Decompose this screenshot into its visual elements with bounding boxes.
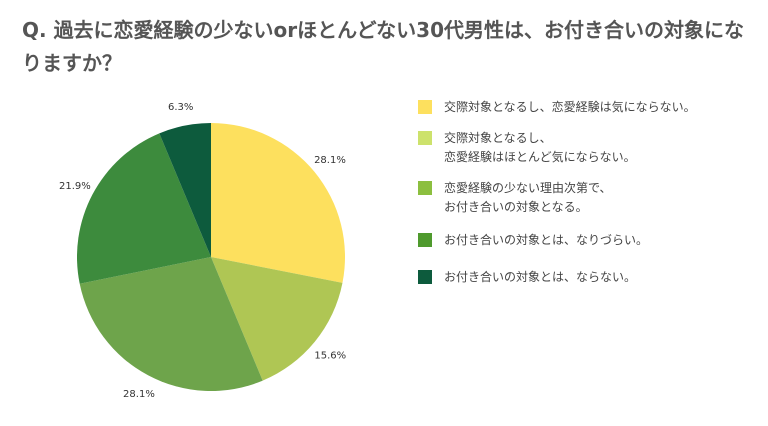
legend-swatch [418, 270, 432, 284]
legend-label: 交際対象となるし、 恋愛経験はほとんど気にならない。 [444, 131, 636, 164]
legend-item-5: お付き合いの対象とは、ならない。 [418, 268, 763, 287]
pie-slice-3 [79, 257, 263, 391]
legend-swatch [418, 233, 432, 247]
pie-slice-1 [211, 123, 345, 283]
legend-swatch [418, 131, 432, 145]
slice-value-label-2: 15.6% [314, 350, 346, 361]
pie-slice-4 [76, 133, 211, 284]
slice-value-label-4: 21.9% [59, 181, 91, 192]
legend-label: お付き合いの対象とは、なりづらい。 [444, 233, 649, 247]
legend-label: 交際対象となるし、恋愛経験は気にならない。 [444, 100, 696, 114]
pie-slice-2 [211, 257, 343, 381]
slice-value-label-3: 28.1% [123, 389, 155, 400]
slice-value-label-1: 28.1% [314, 155, 346, 166]
legend-swatch [418, 100, 432, 114]
legend-swatch [418, 181, 432, 195]
slice-value-label-5: 6.3% [168, 102, 193, 113]
legend-item-1: 交際対象となるし、恋愛経験は気にならない。 [418, 98, 763, 117]
legend-label: お付き合いの対象とは、ならない。 [444, 270, 637, 284]
legend-item-4: お付き合いの対象とは、なりづらい。 [418, 231, 763, 250]
legend-item-2: 交際対象となるし、 恋愛経験はほとんど気にならない。 [418, 129, 763, 167]
legend-item-3: 恋愛経験の少ない理由次第で、 お付き合いの対象となる。 [418, 179, 763, 217]
legend-label: 恋愛経験の少ない理由次第で、 お付き合いの対象となる。 [444, 181, 612, 214]
page-title: Q. 過去に恋愛経験の少ないorほとんどない30代男性は、お付き合いの対象になり… [22, 18, 744, 75]
pie-slice-5 [159, 123, 211, 257]
